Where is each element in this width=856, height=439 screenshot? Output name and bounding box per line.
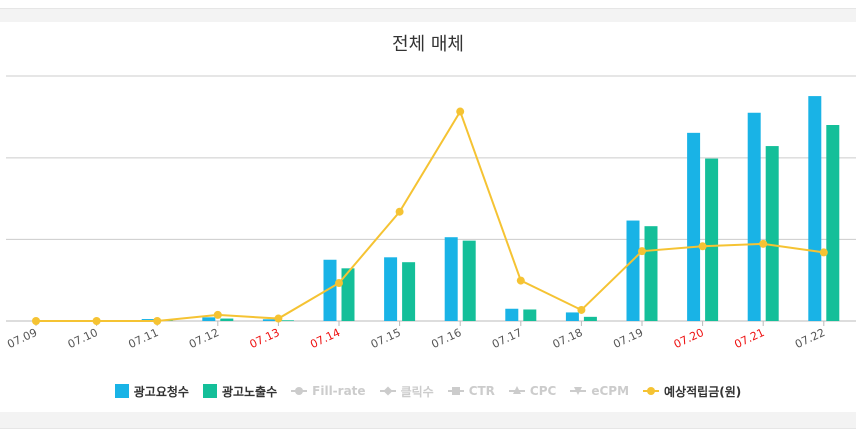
- point-estimated-earnings: [92, 317, 101, 325]
- legend-label: 클릭수: [400, 384, 434, 399]
- line-estimated-earnings: [36, 109, 824, 322]
- point-estimated-earnings: [456, 107, 465, 116]
- bar-ad-impressions: [765, 146, 779, 321]
- bar-ad-impressions: [462, 240, 476, 321]
- point-estimated-earnings: [819, 248, 828, 257]
- x-tick-label: 07.20: [672, 326, 706, 351]
- legend-label: eCPM: [591, 384, 630, 398]
- point-estimated-earnings: [516, 276, 525, 285]
- bar-ad-requests: [747, 112, 761, 321]
- legend-item[interactable]: CPC: [508, 384, 557, 398]
- x-tick-label: 07.19: [611, 326, 645, 351]
- point-estimated-earnings: [395, 207, 404, 216]
- bar-ad-impressions: [826, 125, 840, 321]
- square-marker-icon: [447, 385, 464, 397]
- point-estimated-earnings: [577, 305, 586, 314]
- top-strip: [0, 0, 856, 9]
- x-tick-label: 07.21: [732, 326, 766, 351]
- chart-title: 전체 매체: [392, 34, 464, 55]
- legend-item[interactable]: Fill-rate: [291, 384, 366, 398]
- legend-item[interactable]: CTR: [447, 384, 495, 398]
- bar-ad-requests: [565, 312, 579, 321]
- bar-ad-impressions: [402, 262, 416, 321]
- bar-ad-impressions: [644, 226, 658, 321]
- triangle-down-marker-icon: [570, 385, 587, 397]
- point-estimated-earnings: [698, 242, 707, 251]
- bar-ad-requests: [323, 259, 337, 321]
- legend-label: CTR: [468, 384, 495, 398]
- legend-label: 광고노출수: [221, 384, 278, 399]
- circle-marker-icon: [643, 385, 660, 397]
- legend-label: CPC: [529, 384, 557, 398]
- legend-label: 광고요청수: [133, 384, 189, 399]
- legend-item[interactable]: 클릭수: [379, 383, 434, 400]
- x-tick-label: 07.12: [187, 326, 221, 351]
- bar-ad-requests: [262, 319, 276, 321]
- bottom-strip: [0, 428, 856, 439]
- legend-item[interactable]: 광고요청수: [114, 383, 189, 400]
- x-tick-label: 07.22: [793, 326, 827, 351]
- bar-ad-requests: [444, 237, 458, 321]
- point-estimated-earnings: [335, 279, 343, 288]
- legend-label: 예상적립금(원): [664, 384, 742, 399]
- point-estimated-earnings: [32, 317, 40, 325]
- legend-item[interactable]: eCPM: [570, 384, 629, 398]
- bar-ad-requests: [505, 308, 519, 321]
- point-estimated-earnings: [213, 310, 222, 319]
- bar-ad-impressions: [220, 318, 234, 321]
- bar-ad-requests: [626, 220, 640, 321]
- bar-ad-impressions: [583, 316, 597, 321]
- point-estimated-earnings: [274, 314, 283, 323]
- x-tick-label: 07.09: [5, 326, 39, 351]
- bar-ad-requests: [384, 257, 398, 321]
- circle-marker-icon: [291, 385, 308, 397]
- x-tick-label: 07.16: [429, 326, 463, 351]
- point-estimated-earnings: [759, 239, 768, 248]
- legend-swatch: [202, 384, 217, 398]
- x-tick-label: 07.15: [369, 326, 403, 351]
- bar-ad-impressions: [280, 320, 294, 321]
- triangle-marker-icon: [508, 385, 525, 397]
- x-tick-label: 07.11: [126, 326, 160, 351]
- bar-ad-requests: [808, 96, 822, 321]
- diamond-marker-icon: [379, 385, 396, 397]
- x-tick-label: 07.10: [66, 326, 100, 351]
- bar-ad-impressions: [341, 268, 355, 321]
- x-tick-label: 07.13: [248, 326, 282, 351]
- bar-ad-requests: [202, 317, 216, 321]
- bar-ad-impressions: [523, 309, 537, 321]
- point-estimated-earnings: [638, 247, 646, 256]
- legend-item[interactable]: 예상적립금(원): [643, 383, 741, 400]
- legend-item[interactable]: 광고노출수: [202, 383, 278, 400]
- x-tick-label: 07.17: [490, 326, 524, 351]
- legend-label: Fill-rate: [312, 384, 366, 398]
- bar-ad-requests: [687, 132, 701, 321]
- x-tick-label: 07.18: [551, 326, 585, 351]
- bar-ad-impressions: [705, 158, 719, 321]
- point-estimated-earnings: [153, 317, 162, 325]
- x-tick-label: 07.14: [308, 326, 342, 351]
- chart-legend: 광고요청수 광고노출수 Fill-rate 클릭수 CTR CPC eCPM 예상적립금(원): [0, 381, 856, 401]
- legend-swatch: [114, 384, 129, 398]
